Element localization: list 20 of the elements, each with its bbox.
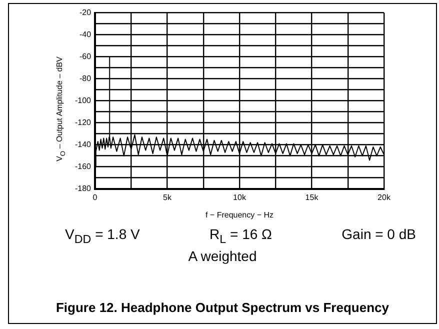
y-tick-label: -140 (74, 140, 92, 150)
x-tick-label: 5k (163, 192, 172, 202)
y-tick-label: -100 (74, 96, 92, 106)
text: Figure 12. Headphone Output Spectrum vs Frequency (54, 300, 390, 315)
text: R$_{L}$ = 16 Ω (210, 226, 272, 246)
y-tick-label: -120 (74, 118, 92, 128)
y-tick-label: -60 (79, 52, 92, 62)
text: Gain = 0 dB (342, 226, 416, 244)
x-tick-label: 10k (233, 192, 247, 202)
y-tick-label: -40 (79, 30, 92, 40)
x-tick-label: 15k (305, 192, 320, 202)
x-axis-title: f − Frequency − Hz (205, 210, 274, 220)
text: A weighted (187, 248, 258, 264)
y-tick-label: -80 (79, 74, 92, 84)
y-tick-label: -160 (74, 162, 92, 172)
y-tick-label: -180 (74, 184, 92, 194)
y-tick-label: -20 (79, 8, 92, 18)
text: V$_{DD}$ = 1.8 V (65, 226, 140, 246)
x-tick-label: 0 (92, 192, 98, 202)
x-tick-label: 20k (378, 192, 392, 202)
